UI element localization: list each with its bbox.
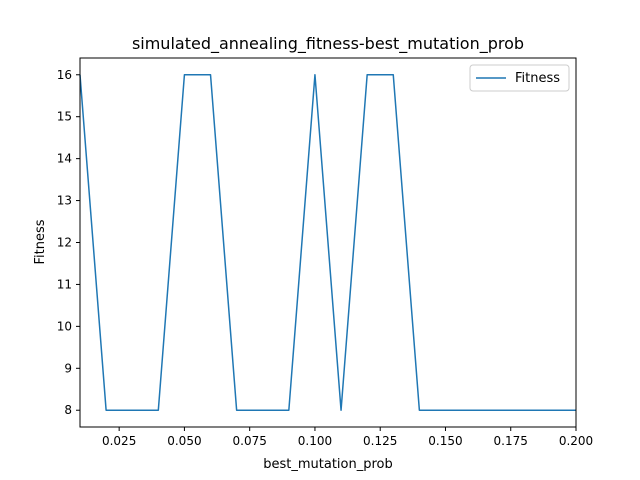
series-layer xyxy=(79,74,576,411)
x-tick-label: 0.125 xyxy=(363,434,397,448)
y-tick-label: 14 xyxy=(57,152,72,166)
x-tick-label: 0.050 xyxy=(167,434,201,448)
x-tick-label: 0.100 xyxy=(298,434,332,448)
y-tick-label: 10 xyxy=(57,319,72,333)
legend: Fitness xyxy=(469,64,570,92)
legend-box xyxy=(469,64,570,92)
y-tick-label: 16 xyxy=(57,68,72,82)
x-axis-ticks: 0.025 0.050 0.075 0.100 0.125 0.150 0.175 0.200 xyxy=(102,427,593,448)
y-tick-label: 15 xyxy=(57,110,72,124)
y-tick-label: 12 xyxy=(57,236,72,250)
plot-area-frame xyxy=(79,57,577,428)
legend-label: Fitness xyxy=(515,71,560,86)
x-tick-label: 0.075 xyxy=(233,434,267,448)
x-tick-label: 0.025 xyxy=(102,434,136,448)
x-axis-label: best_mutation_prob xyxy=(263,457,393,472)
x-tick-label: 0.200 xyxy=(559,434,593,448)
y-tick-label: 8 xyxy=(64,403,72,417)
x-tick-label: 0.175 xyxy=(494,434,528,448)
y-tick-label: 13 xyxy=(57,194,72,208)
y-axis-label: Fitness xyxy=(33,219,48,264)
y-axis-ticks: 8 9 10 11 12 13 14 15 16 xyxy=(57,68,80,417)
x-tick-label: 0.150 xyxy=(428,434,462,448)
chart-title: simulated_annealing_fitness-best_mutatio… xyxy=(132,34,524,54)
y-tick-label: 9 xyxy=(64,361,72,375)
y-tick-label: 11 xyxy=(57,277,72,291)
series-line-fitness xyxy=(79,74,576,411)
